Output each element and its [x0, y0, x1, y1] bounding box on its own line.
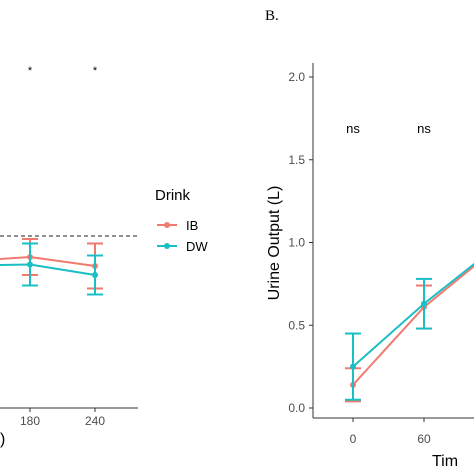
left-x-axis-label: ) — [0, 431, 5, 448]
right-significance-0: ns — [346, 121, 360, 136]
right-point-DW-60 — [421, 300, 427, 307]
right-x-tick-label-60: 60 — [417, 432, 431, 446]
right-y-tick-label-0.5: 0.5 — [288, 318, 305, 332]
right-x-tick-label-0: 0 — [350, 432, 357, 446]
left-x-tick-label-240: 240 — [85, 414, 105, 428]
right-significance-1: ns — [417, 121, 431, 136]
right-y-tick-label-1.5: 1.5 — [288, 153, 305, 167]
left-panel: 180 240 * * ) — [0, 65, 138, 448]
left-line-DW — [0, 263, 96, 276]
right-panel: 0.0 0.5 1.0 1.5 2.0 0 60 ns ns Urine Output (L… — [266, 63, 474, 470]
legend: Drink IB DW — [155, 187, 208, 254]
legend-title: Drink — [155, 187, 191, 204]
right-y-tick-label-1.0: 1.0 — [288, 236, 305, 250]
legend-label-DW: DW — [186, 239, 208, 254]
right-y-tick-label-0.0: 0.0 — [288, 401, 305, 415]
left-x-tick-label-180: 180 — [20, 414, 40, 428]
right-line-IB — [352, 264, 474, 386]
right-y-tick-label-2.0: 2.0 — [288, 70, 305, 84]
left-point-DW-180 — [27, 261, 33, 268]
left-point-DW-240 — [92, 272, 98, 278]
panel-label: B. — [265, 8, 279, 24]
right-point-DW-0 — [350, 363, 356, 370]
right-line-DW — [352, 262, 474, 368]
legend-swatch-point-IB — [164, 222, 170, 228]
legend-swatch-point-DW — [164, 243, 170, 249]
left-significance-0: * — [28, 65, 33, 77]
right-y-axis-label: Urine Output (L) — [266, 186, 283, 301]
right-x-axis-label: Tim — [432, 453, 458, 470]
legend-label-IB: IB — [186, 218, 198, 233]
left-significance-1: * — [93, 65, 98, 77]
